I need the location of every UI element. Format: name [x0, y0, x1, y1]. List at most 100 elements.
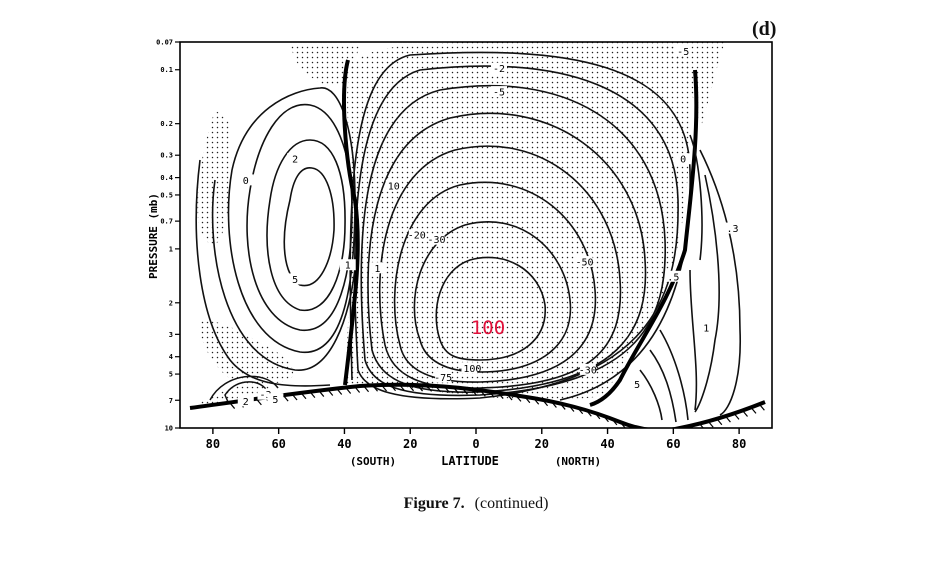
y-tick-label-0: 0.07	[156, 39, 173, 47]
hatch-34	[533, 397, 540, 405]
y-tick-label-1: 0.1	[160, 66, 173, 74]
x-axis-label-north: (NORTH)	[555, 455, 601, 468]
hatch-57	[733, 412, 740, 420]
y-tick-label-8: 2	[169, 299, 173, 307]
contour-label-4: 2	[292, 155, 298, 166]
contour-label-bg-22	[267, 393, 284, 405]
hatch-55	[716, 418, 723, 426]
hatch-15	[363, 385, 370, 393]
hatch-11	[327, 389, 334, 396]
contour-label-11: -50	[576, 258, 594, 269]
y-tick-label-10: 4	[169, 353, 173, 361]
hatch-22	[426, 385, 432, 392]
contour-label-bg-16	[724, 222, 741, 234]
hatch-52	[690, 425, 694, 428]
hatch-10	[318, 390, 325, 397]
y-tick-label-11: 5	[169, 371, 173, 379]
hatch-32	[515, 394, 522, 402]
hatch-7	[291, 393, 298, 401]
hatch-30	[497, 392, 504, 400]
hatch-17	[381, 384, 388, 392]
contour-label-bg-5	[287, 273, 304, 285]
y-tick-label-9: 3	[169, 331, 173, 339]
x-tick-label-0: 80	[206, 437, 220, 451]
stipple-left-lobe	[197, 110, 232, 244]
contour-label-bg-13	[435, 371, 452, 383]
hatch-60	[758, 403, 765, 411]
x-axis-ticks: 80 60 40 20 0 20 40 60 80	[206, 428, 746, 451]
stipple-central-cell	[345, 42, 691, 401]
contour-label-21: 2	[243, 397, 249, 408]
right-side-contours	[639, 134, 741, 423]
hatch-0	[229, 402, 236, 409]
hatch-9	[309, 391, 316, 399]
contour-label-bg-20	[257, 388, 274, 400]
contour-label-bg-17	[665, 270, 682, 282]
contour-label-bg-4	[287, 153, 304, 165]
y-axis-label: PRESSURE (mb)	[147, 193, 160, 279]
contour-label-bg-1	[491, 86, 508, 98]
contour-label-bg-7	[369, 262, 386, 274]
contour-label-3: 0	[243, 176, 249, 187]
y-tick-label-3: 0.3	[160, 152, 173, 160]
contour-label-bg-6	[339, 259, 356, 271]
hatch-38	[568, 405, 575, 412]
hatch-21	[417, 384, 423, 392]
hatch-49	[664, 430, 669, 436]
x-tick-label-5: 20	[535, 437, 549, 451]
contour-label-bg-19	[629, 378, 646, 390]
hatch-42	[602, 415, 609, 423]
stipple-top-right	[650, 42, 725, 130]
contour-label-bg-14	[579, 363, 596, 375]
contour-label-9: -20	[408, 231, 426, 242]
contour-label-20: -3	[259, 390, 271, 401]
y-axis-ticks: 0.07 0.1 0.2 0.3 0.4 0.5 0.7 1 2 3 4 5 7 10	[156, 39, 180, 433]
y-tick-label-6: 0.7	[160, 218, 173, 226]
hatch-6	[282, 394, 289, 402]
contour-label-bg-3	[237, 174, 254, 186]
figure-caption: Figure 7. (continued)	[0, 495, 952, 513]
hatch-37	[559, 403, 566, 410]
x-tick-label-6: 40	[600, 437, 614, 451]
hatch-24	[444, 386, 450, 393]
hatch-54	[707, 420, 714, 428]
hatch-47	[646, 429, 651, 435]
hatch-43	[611, 418, 618, 426]
x-tick-label-1: 60	[271, 437, 285, 451]
y-tick-label-2: 0.2	[160, 120, 173, 128]
contour-label-17: .5	[667, 272, 679, 283]
stipple-top-left	[290, 44, 360, 87]
hatch-45	[628, 424, 632, 428]
contour-label-bg-8	[385, 179, 402, 191]
contour-label-22: 5	[272, 395, 278, 406]
x-tick-label-8: 80	[732, 437, 746, 451]
y-tick-label-13: 10	[165, 425, 173, 433]
contour-label-1: -5	[493, 88, 505, 99]
contour-label-bg-2	[675, 45, 692, 57]
hatch-33	[524, 396, 531, 404]
topography-line	[189, 382, 766, 428]
hatch-48	[655, 430, 660, 436]
contour-label-bg-10	[428, 233, 445, 245]
hatch-20	[408, 384, 415, 392]
left-cell-contours	[195, 87, 357, 387]
contour-label-8: 10	[388, 181, 400, 192]
hatch-53	[699, 423, 704, 428]
hatch-41	[594, 412, 601, 420]
x-tick-label-4: 0	[472, 437, 479, 451]
hatch-31	[506, 393, 513, 401]
contour-label-5: 5	[292, 275, 298, 286]
stipple-left-lower	[199, 320, 294, 385]
caption-text: (continued)	[474, 495, 549, 512]
x-tick-label-2: 40	[337, 437, 351, 451]
y-tick-label-4: 0.4	[160, 174, 173, 182]
hatch-27	[470, 388, 477, 396]
contour-label-2: -5	[677, 47, 689, 58]
contour-label-19: 5	[634, 380, 640, 391]
hatch-44	[619, 421, 626, 428]
contour-label-13: -75	[434, 373, 452, 384]
x-tick-label-3: 20	[403, 437, 417, 451]
contour-label-bg-11	[576, 256, 593, 268]
hatch-59	[750, 407, 757, 414]
hatch-16	[372, 384, 379, 392]
